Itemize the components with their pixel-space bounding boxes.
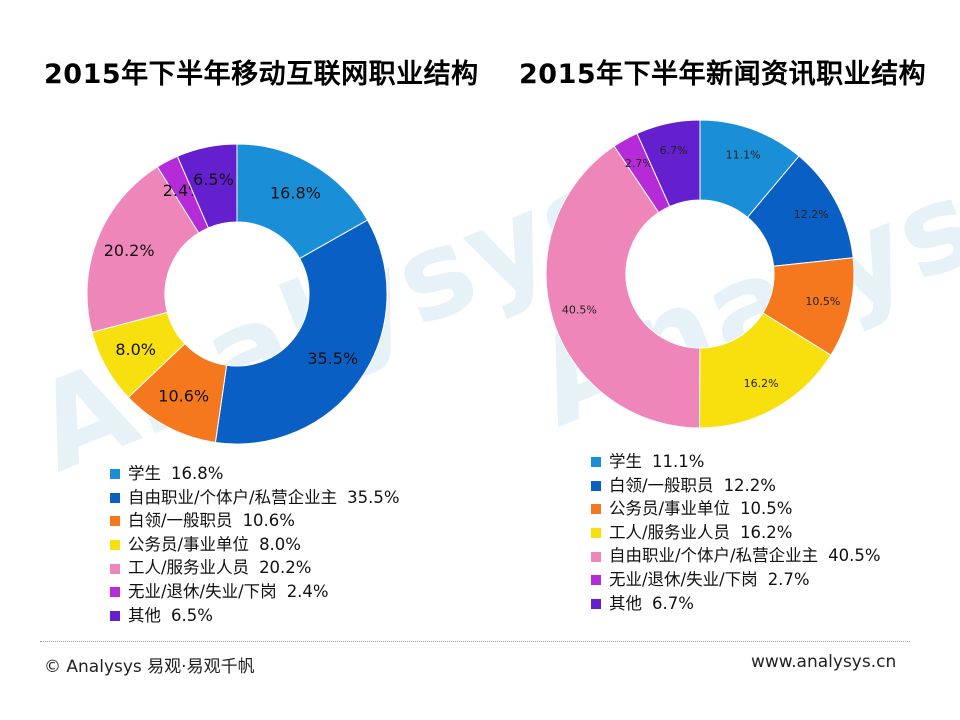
legend-item-right-1: 白领/一般职员 12.2% — [591, 474, 881, 498]
donut-slice-left-1 — [214, 219, 388, 445]
footer-divider — [40, 641, 910, 642]
legend-label-right-4: 自由职业/个体户/私营企业主 — [609, 546, 819, 566]
legend-swatch-left-6 — [110, 610, 120, 621]
slice-label-left-4: 20.2% — [104, 241, 155, 260]
slice-label-left-0: 16.8% — [270, 183, 321, 202]
legend-swatch-left-0 — [110, 469, 120, 480]
legend-item-right-0: 学生 11.1% — [591, 450, 881, 474]
donut-slice-right-3 — [699, 312, 832, 429]
slice-label-right-5: 2.7% — [625, 157, 653, 170]
legend-item-left-5: 无业/退休/失业/下岗 2.4% — [110, 580, 400, 604]
slice-label-right-4: 40.5% — [562, 304, 597, 317]
slice-label-right-0: 11.1% — [726, 149, 761, 162]
slice-label-right-6: 6.7% — [660, 144, 688, 157]
legend-swatch-left-3 — [110, 540, 120, 551]
legend-value-right-5: 2.7% — [767, 569, 810, 589]
legend-item-left-1: 自由职业/个体户/私营企业主 35.5% — [110, 486, 400, 510]
chart-title-left: 2015年下半年移动互联网职业结构 — [44, 59, 479, 90]
legend-label-right-0: 学生 — [609, 452, 642, 471]
legend-label-right-6: 其他 — [609, 593, 642, 613]
legend-item-left-6: 其他 6.5% — [110, 604, 400, 628]
slice-label-left-3: 8.0% — [115, 340, 156, 359]
legend-value-right-6: 6.7% — [652, 593, 694, 613]
slice-label-right-3: 16.2% — [744, 377, 779, 390]
donut-slice-left-6 — [176, 143, 238, 229]
legend-value-left-6: 6.5% — [171, 605, 213, 625]
donut-slice-right-6 — [636, 119, 701, 208]
legend-label-left-5: 无业/退休/失业/下岗 — [128, 581, 277, 601]
legend-label-left-4: 工人/服务业人员 — [128, 558, 250, 578]
legend-value-right-1: 12.2% — [723, 475, 776, 495]
legend-value-right-4: 40.5% — [828, 546, 881, 566]
legend-label-left-1: 自由职业/个体户/私营企业主 — [128, 487, 338, 507]
legend-swatch-right-5 — [591, 575, 601, 586]
legend-label-left-2: 白领/一般职员 — [128, 511, 233, 531]
legend-value-left-2: 10.6% — [242, 511, 295, 531]
slice-label-right-2: 10.5% — [805, 295, 840, 308]
legend-item-left-4: 工人/服务业人员 20.2% — [110, 556, 400, 580]
legend-swatch-left-1 — [110, 492, 120, 503]
legend-value-left-0: 16.8% — [171, 464, 224, 483]
legend-item-right-6: 其他 6.7% — [591, 592, 881, 616]
legend-value-right-3: 16.2% — [740, 522, 793, 542]
legend-swatch-left-5 — [110, 587, 120, 598]
legend-label-left-6: 其他 — [128, 605, 161, 625]
legend-value-right-0: 11.1% — [652, 452, 705, 471]
legend-swatch-right-2 — [591, 504, 601, 515]
donut-chart-right: 11.1% 12.2% 10.5% 16.2% 40.5% 2.7% 6.7% — [545, 119, 855, 429]
footer-copyright: © Analysys 易观·易观千帆 — [44, 657, 255, 677]
slice-label-left-6: 6.5% — [193, 170, 234, 189]
legend-swatch-right-1 — [591, 480, 601, 491]
legend-swatch-left-4 — [110, 563, 120, 574]
legend-swatch-right-0 — [591, 457, 601, 468]
slice-label-left-1: 35.5% — [307, 349, 358, 368]
slice-label-left-2: 10.6% — [158, 387, 209, 406]
legend-label-left-0: 学生 — [128, 464, 161, 483]
legend-label-left-3: 公务员/事业单位 — [128, 534, 250, 554]
legend-item-right-3: 工人/服务业人员 16.2% — [591, 521, 881, 545]
legend-item-right-4: 自由职业/个体户/私营企业主 40.5% — [591, 544, 881, 568]
legend-value-left-4: 20.2% — [259, 558, 312, 578]
legend-right: 学生 11.1% 白领/一般职员 12.2% 公务员/事业单位 10.5% 工人/服务业人员… — [591, 450, 881, 615]
donut-slice-right-4 — [545, 145, 701, 429]
legend-swatch-right-3 — [591, 528, 601, 539]
legend-label-right-2: 公务员/事业单位 — [609, 499, 731, 519]
chart-title-right: 2015年下半年新闻资讯职业结构 — [519, 59, 927, 90]
legend-item-left-2: 白领/一般职员 10.6% — [110, 509, 400, 533]
legend-item-left-0: 学生 16.8% — [110, 462, 400, 486]
legend-item-left-3: 公务员/事业单位 8.0% — [110, 533, 400, 557]
donut-slice-left-0 — [236, 143, 369, 260]
legend-item-right-5: 无业/退休/失业/下岗 2.7% — [591, 568, 881, 592]
legend-swatch-right-6 — [591, 598, 601, 609]
legend-swatch-left-2 — [110, 516, 120, 527]
legend-value-left-3: 8.0% — [259, 534, 301, 554]
legend-value-left-5: 2.4% — [286, 581, 329, 601]
legend-value-right-2: 10.5% — [740, 499, 793, 519]
slice-label-right-1: 12.2% — [794, 208, 829, 221]
legend-label-right-5: 无业/退休/失业/下岗 — [609, 569, 758, 589]
donut-chart-left: 16.8%35.5%10.6%8.0%20.2%2.4%6.5% — [86, 143, 388, 445]
legend-swatch-right-4 — [591, 551, 601, 562]
footer-website: www.analysys.cn — [751, 652, 897, 672]
legend-item-right-2: 公务员/事业单位 10.5% — [591, 497, 881, 521]
donut-slice-left-4 — [86, 166, 200, 333]
legend-value-left-1: 35.5% — [347, 487, 400, 507]
legend-left: 学生 16.8% 自由职业/个体户/私营企业主 35.5% 白领/一般职员 10.6% 公务… — [110, 462, 400, 627]
legend-label-right-1: 白领/一般职员 — [609, 475, 714, 495]
legend-label-right-3: 工人/服务业人员 — [609, 522, 731, 542]
